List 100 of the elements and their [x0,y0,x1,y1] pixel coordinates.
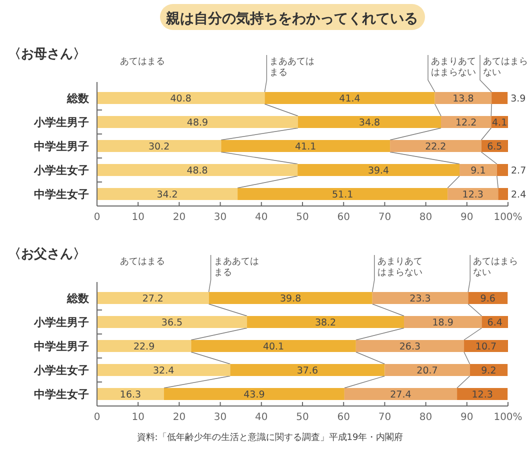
x-tick-label: 50 [296,412,309,423]
x-tick-label: 30 [214,212,227,223]
bar [97,292,209,304]
bar [238,188,448,200]
x-tick-label: 80 [419,212,432,223]
data-label: 13.8 [452,94,474,104]
x-tick-label: 20 [172,412,186,423]
bar [434,92,492,104]
data-label: 30.2 [148,142,170,152]
y-tick-label: 総数 [66,292,90,305]
data-label: 4.1 [492,118,508,128]
y-tick-label: 中学生男子 [34,140,89,153]
text: あてはまる [120,57,165,67]
bar [460,164,497,176]
text: あてはまる [120,257,165,267]
y-tick-label: 小学生男子 [33,116,89,129]
data-label: 6.4 [487,318,502,328]
x-tick-label: 100% [494,212,522,223]
bar [448,188,498,200]
data-label: 27.2 [142,294,164,304]
x-tick-label: 70 [378,212,392,223]
data-label: 12.2 [456,118,477,128]
x-tick-label: 60 [337,212,350,223]
data-label: 3.9 [510,94,526,104]
data-label: 9.1 [470,166,486,176]
x-tick-label: 30 [214,412,227,423]
data-label: 34.2 [156,190,178,200]
chart-title: 親は自分の気持ちをわかってくれている [165,10,418,27]
data-label: 2.4 [511,190,526,200]
x-tick-label: 10 [132,212,144,223]
data-label: 51.1 [332,190,354,200]
y-tick-label: 総数 [66,92,90,105]
x-tick-label: 90 [460,212,474,223]
bar [498,188,508,200]
data-label: 32.4 [153,366,174,376]
bar [164,388,344,400]
data-label: 39.8 [280,294,302,304]
x-tick-label: 20 [172,212,186,223]
data-label: 9.2 [481,366,496,376]
series-label: まああてはまる [270,57,315,78]
series-label: あてはまらない [483,57,528,78]
text: 資料:「低年齢少年の生活と意識に関する調査」平成19年・内閣府 [136,432,404,443]
data-label: 41.4 [339,94,360,104]
bar [208,292,372,304]
bar [97,92,265,104]
data-label: 12.3 [462,190,484,200]
bar [97,316,248,328]
x-tick-label: 40 [255,212,268,223]
data-label: 36.5 [161,318,183,328]
bar [97,364,230,376]
x-tick-label: 80 [419,412,432,423]
y-tick-label: 小学生女子 [33,364,89,377]
series-label: まああてはまる [214,257,259,278]
data-label: 6.5 [487,142,502,152]
bar [372,292,468,304]
data-label: 40.1 [262,342,284,352]
x-tick-label: 10 [132,412,144,423]
data-label: 39.4 [368,166,390,176]
data-label: 48.9 [186,118,208,128]
data-label: 26.3 [399,342,421,352]
chart-subtitle: 〈お母さん〉 [8,47,86,62]
bar [97,188,238,200]
bar [97,340,192,352]
data-label: 27.4 [390,390,412,400]
data-label: 23.3 [410,294,431,304]
bar [492,92,508,104]
x-tick-label: 40 [255,412,268,423]
x-tick-label: 50 [296,212,309,223]
bar [356,340,464,352]
series-label: あまりあてはまらない [431,57,476,78]
bar [97,164,298,176]
x-tick-label: 90 [460,412,474,423]
bar [97,140,222,152]
data-label: 10.7 [475,342,497,352]
data-label: 40.8 [170,94,192,104]
y-tick-label: 小学生男子 [33,316,89,329]
series-label: あまりあてはまらない [377,257,422,278]
bar [457,388,508,400]
bar [298,164,460,176]
bar [404,316,482,328]
data-label: 12.3 [472,390,493,400]
data-label: 18.9 [432,318,454,328]
y-tick-label: 小学生女子 [33,164,89,177]
bar [97,388,164,400]
bar [441,116,492,128]
x-tick-label: 100% [494,412,522,423]
data-label: 22.2 [425,142,446,152]
bar [97,116,298,128]
bar [384,364,470,376]
x-tick-label: 60 [337,412,350,423]
series-label: あてはまらない [473,257,518,278]
bar [191,340,356,352]
data-label: 22.9 [133,342,155,352]
data-label: 48.8 [186,166,208,176]
y-tick-label: 中学生女子 [34,388,89,401]
data-label: 20.7 [416,366,438,376]
bar [390,140,482,152]
data-label: 16.3 [120,390,142,400]
x-tick-label: 0 [94,212,100,223]
bar [344,388,458,400]
